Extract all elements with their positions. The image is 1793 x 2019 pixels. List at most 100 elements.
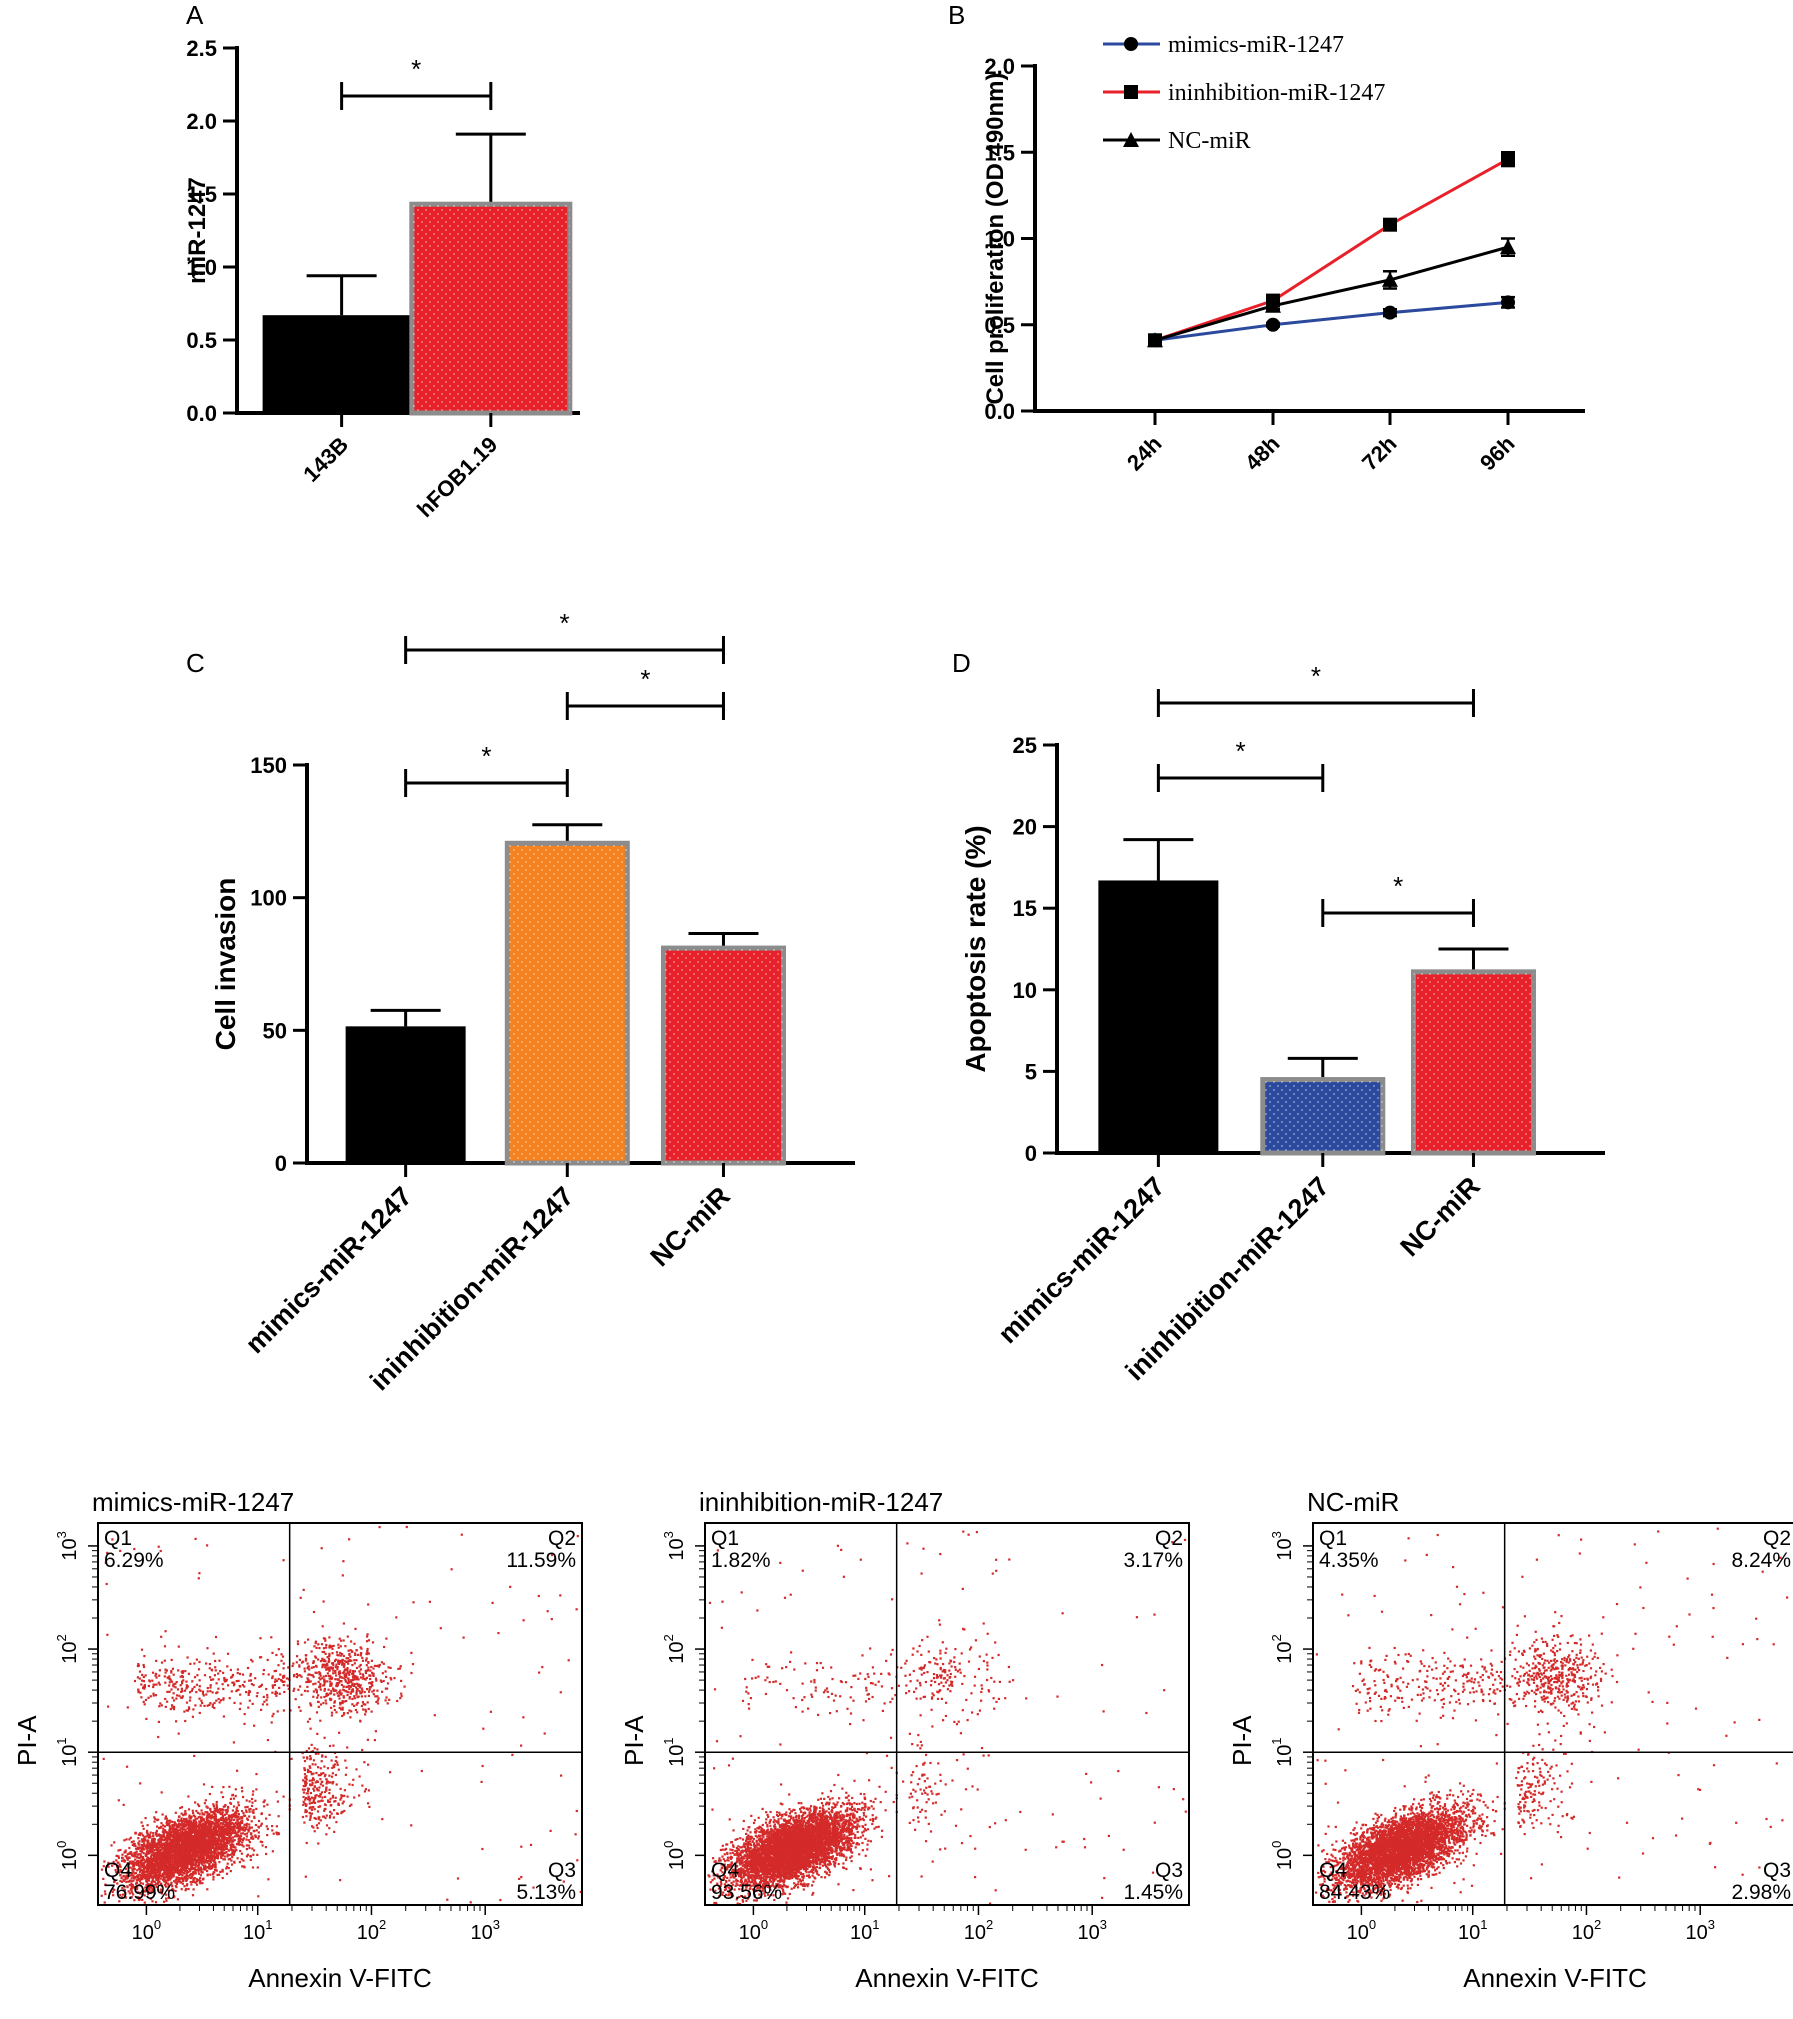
flow-panel-1-dot — [184, 1844, 187, 1847]
flow-panel-1-dot — [210, 1834, 213, 1837]
flow-panel-1-dot — [180, 1812, 183, 1815]
panel-a-bar-texture — [411, 204, 570, 413]
flow-panel-1-dot — [273, 1680, 277, 1683]
flow-panel-1-dot — [235, 1806, 239, 1809]
flow-panel-1-dot — [380, 1661, 383, 1664]
flow-panel-1-dot — [164, 1815, 167, 1818]
flow-panel-1-dot — [255, 1829, 258, 1832]
flow-panel-1-dot — [161, 1834, 164, 1837]
flow-panel-1-dot — [207, 1866, 210, 1869]
flow-panel-1-dot — [175, 1836, 178, 1839]
flow-panel-1-dot — [159, 1854, 162, 1857]
flow-panel-1-dot — [410, 1651, 413, 1654]
flow-panel-1-dot — [274, 1678, 277, 1681]
flow-panel-1-dot — [265, 1825, 268, 1828]
flow-panel-1-dot — [157, 1876, 160, 1879]
flow-panel-1-dot — [382, 1662, 385, 1665]
flow-panel-1-dot — [315, 1691, 318, 1694]
flow-panel-1-dot — [180, 1888, 183, 1891]
flow-panel-1-dot — [238, 1817, 241, 1820]
flow-panel-1-dot — [234, 1811, 237, 1814]
flow-panel-1-dot — [184, 1810, 187, 1813]
flow-panel-1-dot — [224, 1842, 227, 1845]
flow-panel-1-dot — [242, 1812, 245, 1815]
flow-panel-1-dot — [203, 1824, 206, 1827]
flow-panel-1-dot — [172, 1848, 175, 1851]
flow-panel-1-dot — [251, 1660, 254, 1663]
flow-panel-1-dot — [245, 1848, 248, 1851]
flow-panel-1-dot — [309, 1680, 312, 1683]
flow-panel-1-dot — [137, 1864, 141, 1867]
flow-panel-1-dot — [316, 1696, 319, 1699]
flow-panel-1-dot — [328, 1652, 331, 1655]
flow-panel-1-dot — [241, 1844, 244, 1847]
flow-panel-1-dot — [338, 1637, 341, 1640]
flow-panel-1-dot — [346, 1668, 349, 1672]
flow-panel-1-dot — [369, 1686, 372, 1689]
flow-panel-1-dot — [186, 1874, 189, 1877]
flow-panel-1-dot — [138, 1873, 141, 1876]
flow-panel-1-dot — [191, 1880, 194, 1883]
flow-panel-1-dot — [164, 1872, 167, 1876]
flow-panel-1-dot — [306, 1662, 309, 1665]
flow-panel-1-dot — [215, 1806, 219, 1809]
flow-panel-1-dot — [241, 1810, 244, 1813]
flow-panel-1-dot — [248, 1841, 251, 1844]
flow-panel-1-dot — [195, 1859, 198, 1862]
flow-panel-1-dot — [246, 1853, 249, 1856]
flow-panel-1-dot — [141, 1865, 144, 1868]
flow-panel-1-dot — [213, 1857, 216, 1860]
flow-panel-1-dot — [271, 1675, 274, 1678]
flow-panel-1-dot — [229, 1870, 232, 1873]
flow-panel-1-dot — [165, 1893, 168, 1896]
flow-panel-1-dot — [254, 1834, 257, 1837]
flow-panel-1-dot — [159, 1852, 162, 1855]
flow-panel-1-dot — [317, 1643, 320, 1646]
flow-panel-1-dot — [215, 1819, 218, 1822]
flow-panel-1-dot — [181, 1873, 184, 1876]
flow-panel-1-dot — [246, 1666, 250, 1670]
flow-panel-1-dot — [222, 1858, 225, 1861]
flow-panel-1-dot — [399, 1697, 402, 1700]
flow-panel-1-dot — [317, 1680, 320, 1683]
flow-panel-1-dot — [150, 1869, 153, 1872]
flow-panel-1-dot — [221, 1868, 224, 1871]
flow-panel-1-dot — [370, 1665, 373, 1669]
flow-panel-1-dot — [130, 1885, 133, 1888]
flow-panel-1-dot — [206, 1869, 209, 1873]
flow-panel-1-dot — [310, 1704, 313, 1707]
flow-panel-1-dot — [281, 1655, 285, 1658]
flow-panel-1-dot — [178, 1832, 181, 1835]
flow-panel-1-dot — [185, 1866, 188, 1870]
flow-panel-1-dot — [228, 1824, 231, 1827]
flow-panel-1-dot — [133, 1842, 136, 1846]
flow-panel-1-dot — [275, 1694, 278, 1697]
flow-panel-1-dot — [285, 1677, 288, 1680]
flow-panel-1-dot — [360, 1647, 363, 1650]
flow-panel-1-dot — [227, 1827, 230, 1830]
panel-d-y-axis-label: Apoptosis rate (%) — [960, 825, 991, 1072]
flow-panel-1-dot — [226, 1808, 229, 1811]
flow-panel-1-dot — [327, 1688, 330, 1691]
flow-panel-1-dot — [350, 1679, 353, 1682]
flow-panel-1-dot — [179, 1855, 182, 1859]
flow-panel-1-dot — [241, 1841, 244, 1844]
flow-panel-1-dot — [185, 1875, 188, 1878]
flow-panel-1-dot — [191, 1868, 194, 1871]
flow-panel-1-dot — [145, 1867, 148, 1870]
flow-panel-1-dot — [142, 1827, 145, 1830]
flow-panel-1-dot — [182, 1861, 185, 1864]
flow-panel-1-dot — [332, 1644, 335, 1647]
flow-panel-1-dot — [375, 1695, 378, 1698]
flow-panel-1-dot — [366, 1688, 369, 1691]
flow-panel-1-dot — [164, 1681, 167, 1684]
flow-panel-1-dot — [324, 1637, 327, 1640]
flow-panel-1-dot — [237, 1831, 240, 1834]
flow-panel-1-dot — [247, 1844, 251, 1847]
flow-panel-1-dot — [370, 1659, 373, 1662]
flow-panel-1-dot — [201, 1882, 204, 1885]
panel-c-y-axis-label: Cell invasion — [210, 878, 241, 1051]
flow-panel-1-dot — [185, 1872, 188, 1875]
panel-a-bar — [262, 315, 421, 413]
flow-panel-1-dot — [169, 1854, 172, 1857]
